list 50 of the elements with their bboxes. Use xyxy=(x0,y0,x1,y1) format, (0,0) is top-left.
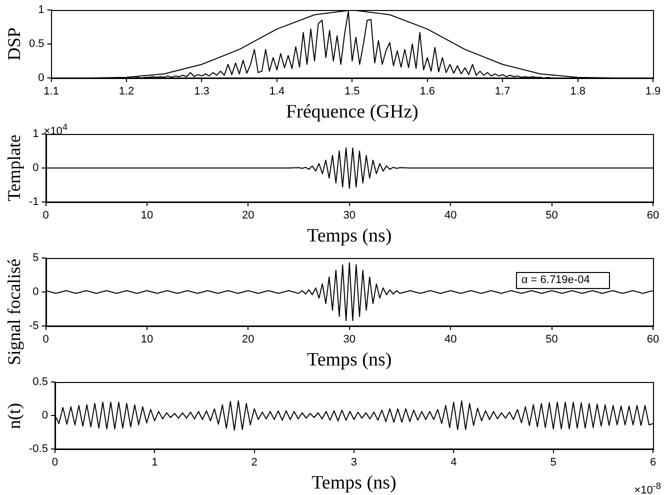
y-axis-title: n(t) xyxy=(4,402,24,428)
x-axis-title: Temps (ns) xyxy=(312,472,396,494)
x-tick-label: 1.5 xyxy=(344,86,360,98)
x-tick-label: 1.8 xyxy=(570,86,586,98)
x-tick-label: 10 xyxy=(140,210,154,222)
y-tick-label: 0 xyxy=(42,410,48,422)
x-tick-label: 1.4 xyxy=(269,86,285,98)
x-axis-title: Temps (ns) xyxy=(307,350,392,371)
x-tick-label: 30 xyxy=(343,334,356,346)
x-tick-label: 40 xyxy=(444,210,457,222)
y-axis-title: Signal focalisé xyxy=(4,258,24,366)
x-tick-label: 1.2 xyxy=(118,86,134,98)
annotation: α = 6.719e-04 xyxy=(516,272,610,289)
y-tick-label: 0 xyxy=(32,162,39,174)
x-tick-label: 40 xyxy=(444,334,457,346)
y-axis-title: DSP xyxy=(4,27,24,61)
y-tick-label: 0.5 xyxy=(32,376,48,388)
y-tick-label: 1 xyxy=(32,128,39,140)
x-tick-label: 50 xyxy=(546,334,558,346)
y-tick-label: 5 xyxy=(32,252,39,264)
x-tick-label: 60 xyxy=(646,334,660,346)
x-tick-label: 1.9 xyxy=(645,86,661,98)
x-tick-label: 1.6 xyxy=(420,86,436,98)
y-tick-label: -5 xyxy=(29,320,39,332)
x-tick-label: 3 xyxy=(350,456,358,469)
x-tick-label: 6 xyxy=(650,456,656,469)
y-tick-label: 0 xyxy=(32,286,39,298)
y-tick-label: 1 xyxy=(38,4,44,16)
x-tick-label: 60 xyxy=(646,210,660,222)
y-tick-label: 0 xyxy=(38,72,44,84)
x-tick-label: 4 xyxy=(450,456,457,469)
x-tick-label: 10 xyxy=(140,334,154,346)
x-tick-label: 1.1 xyxy=(44,86,59,98)
y-axis-title: Template xyxy=(4,134,24,202)
x-tick-label: 1.7 xyxy=(494,86,510,98)
x-tick-label: 20 xyxy=(242,210,254,222)
x-tick-label: 2 xyxy=(251,456,258,469)
x-axis-title: Temps (ns) xyxy=(307,226,392,247)
y-tick-label: 0.5 xyxy=(28,38,44,50)
y-tick-label: -0.5 xyxy=(28,443,48,456)
x-tick-label: 30 xyxy=(343,210,356,222)
x-tick-label: 1 xyxy=(152,456,158,469)
x-tick-label: 20 xyxy=(242,334,254,346)
x-tick-label: 1.3 xyxy=(194,86,210,98)
x-tick-label: 50 xyxy=(546,210,558,222)
text: ×10$^{-8}$ xyxy=(634,481,661,495)
x-tick-label: 5 xyxy=(550,456,556,469)
x-axis-title: Fréquence (GHz) xyxy=(286,102,418,123)
y-tick-label: -1 xyxy=(29,196,39,208)
x-tick-label: 0 xyxy=(52,456,58,469)
